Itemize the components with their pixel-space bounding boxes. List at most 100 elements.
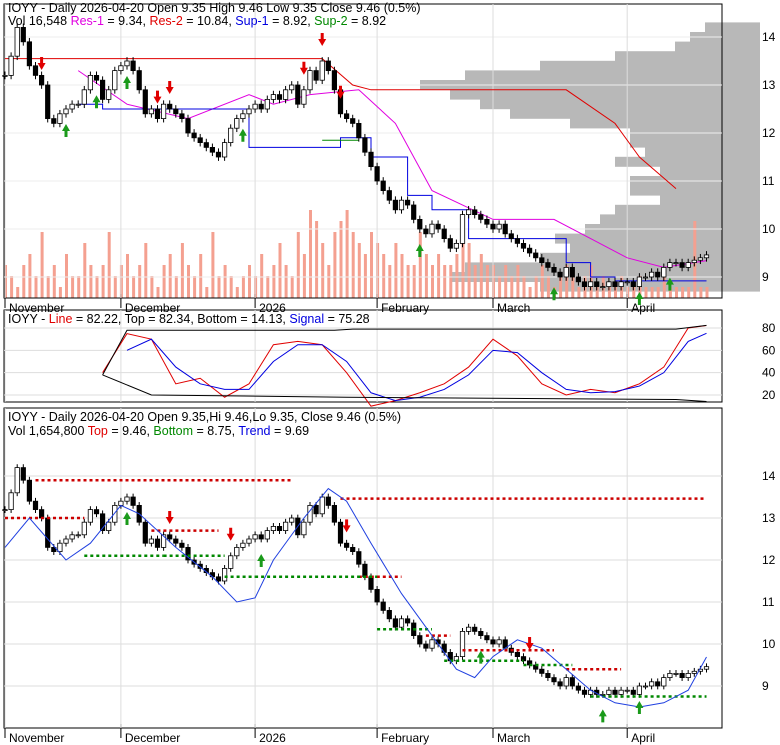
buy-arrow-icon <box>476 650 485 664</box>
volume-bar <box>193 276 197 298</box>
volume-bar <box>424 254 428 298</box>
volume-bar <box>559 276 563 298</box>
trend-axis-tick: 12 <box>762 553 776 567</box>
price-candle <box>106 89 112 100</box>
volume-bar <box>187 265 190 298</box>
trend-candle <box>325 496 331 506</box>
volume-profile-bar <box>465 262 760 273</box>
line-label: Line <box>48 312 73 326</box>
price-candle <box>404 199 411 206</box>
buy-arrow-icon <box>635 292 644 305</box>
trend-candle <box>642 685 649 688</box>
volume-bar <box>382 254 386 298</box>
price-candle <box>343 113 350 120</box>
price-candle <box>685 262 691 268</box>
price-candle <box>179 113 185 120</box>
volume-bar <box>479 254 483 298</box>
trend-candle <box>276 526 283 532</box>
price-candle <box>624 281 630 284</box>
trend-candle <box>118 500 124 506</box>
price-candle <box>167 103 173 110</box>
trend-candle <box>386 610 392 620</box>
trend-candle <box>350 547 356 553</box>
trend-candle <box>93 509 100 515</box>
panel-frame <box>3 309 723 403</box>
price-candle <box>51 118 57 124</box>
volume-bar <box>199 254 203 298</box>
bottom-label: Bottom <box>153 424 194 438</box>
trend-candle <box>106 521 112 532</box>
trend-candle <box>490 639 496 645</box>
volume-profile-bar <box>705 22 760 33</box>
price-candle <box>441 228 447 239</box>
volume-profile-bar <box>540 60 760 71</box>
volume-bar <box>571 276 575 298</box>
price-candle <box>429 223 435 235</box>
trend-candle <box>551 677 557 683</box>
trend-candle <box>100 513 106 531</box>
volume-bar <box>534 276 538 298</box>
price-candle <box>691 259 697 264</box>
price-candle <box>362 137 368 153</box>
volume-bar <box>675 287 678 298</box>
volume-bar <box>28 254 32 298</box>
volume-profile-bar <box>480 99 760 110</box>
price-candle <box>289 84 295 91</box>
month-label: December <box>125 731 180 745</box>
trend-candle <box>319 496 325 515</box>
price-candle <box>258 103 264 110</box>
volume-bar <box>156 287 160 298</box>
volume-bar <box>315 221 319 298</box>
price-candle <box>392 199 399 211</box>
price-candle <box>588 281 594 287</box>
trend-candle <box>356 551 362 565</box>
trend-candle <box>343 542 350 548</box>
trend-candle <box>160 534 167 548</box>
trend-candle <box>618 689 624 695</box>
price-candle <box>539 257 545 263</box>
volume-bar <box>565 265 569 298</box>
price-axis-tick: 11 <box>762 174 775 188</box>
trend-candle <box>258 534 264 540</box>
trend-candle <box>557 681 563 687</box>
volume-readout: Vol 1,654,800 <box>8 424 88 438</box>
trend-candle <box>264 530 270 540</box>
volume-bar <box>89 265 93 298</box>
volume-bar <box>406 265 410 298</box>
volume-profile-bar <box>510 108 760 119</box>
trend-candle <box>703 666 710 670</box>
price-candle <box>14 26 20 57</box>
trend-candle <box>362 563 368 578</box>
volume-bar <box>418 232 422 298</box>
price-candle <box>356 123 362 139</box>
volume-profile-bar <box>630 137 760 148</box>
price-candle <box>191 132 197 139</box>
panel-frame <box>3 3 723 299</box>
trend-candle <box>301 521 307 536</box>
price-candle <box>203 142 209 148</box>
trend-candle <box>368 576 374 590</box>
trend-candle <box>69 534 75 540</box>
volume-bar <box>211 232 215 298</box>
price-panel-title: IOYY - Daily 2026-04-20 Open 9.35 High 9… <box>8 1 421 15</box>
trend-candle <box>392 618 399 628</box>
price-candle <box>423 228 429 235</box>
volume-bar <box>510 276 514 298</box>
trend-candle <box>167 534 173 540</box>
sell-arrow-icon <box>318 33 327 46</box>
volume-bar <box>296 232 300 298</box>
month-label: December <box>125 301 180 315</box>
price-candle <box>63 108 69 115</box>
top-value: = 9.46, <box>107 424 154 438</box>
price-candle <box>478 214 484 220</box>
volume-bar <box>229 276 233 298</box>
price-axis-tick: 10 <box>762 222 776 236</box>
price-candle <box>81 89 87 105</box>
trend-candle <box>240 542 246 548</box>
volume-profile-bar <box>645 147 760 158</box>
trend-candle <box>691 670 697 674</box>
buy-arrow-icon <box>550 287 558 301</box>
trend-candle <box>8 492 14 510</box>
volume-bar <box>34 276 38 298</box>
trend-candle <box>215 576 222 582</box>
